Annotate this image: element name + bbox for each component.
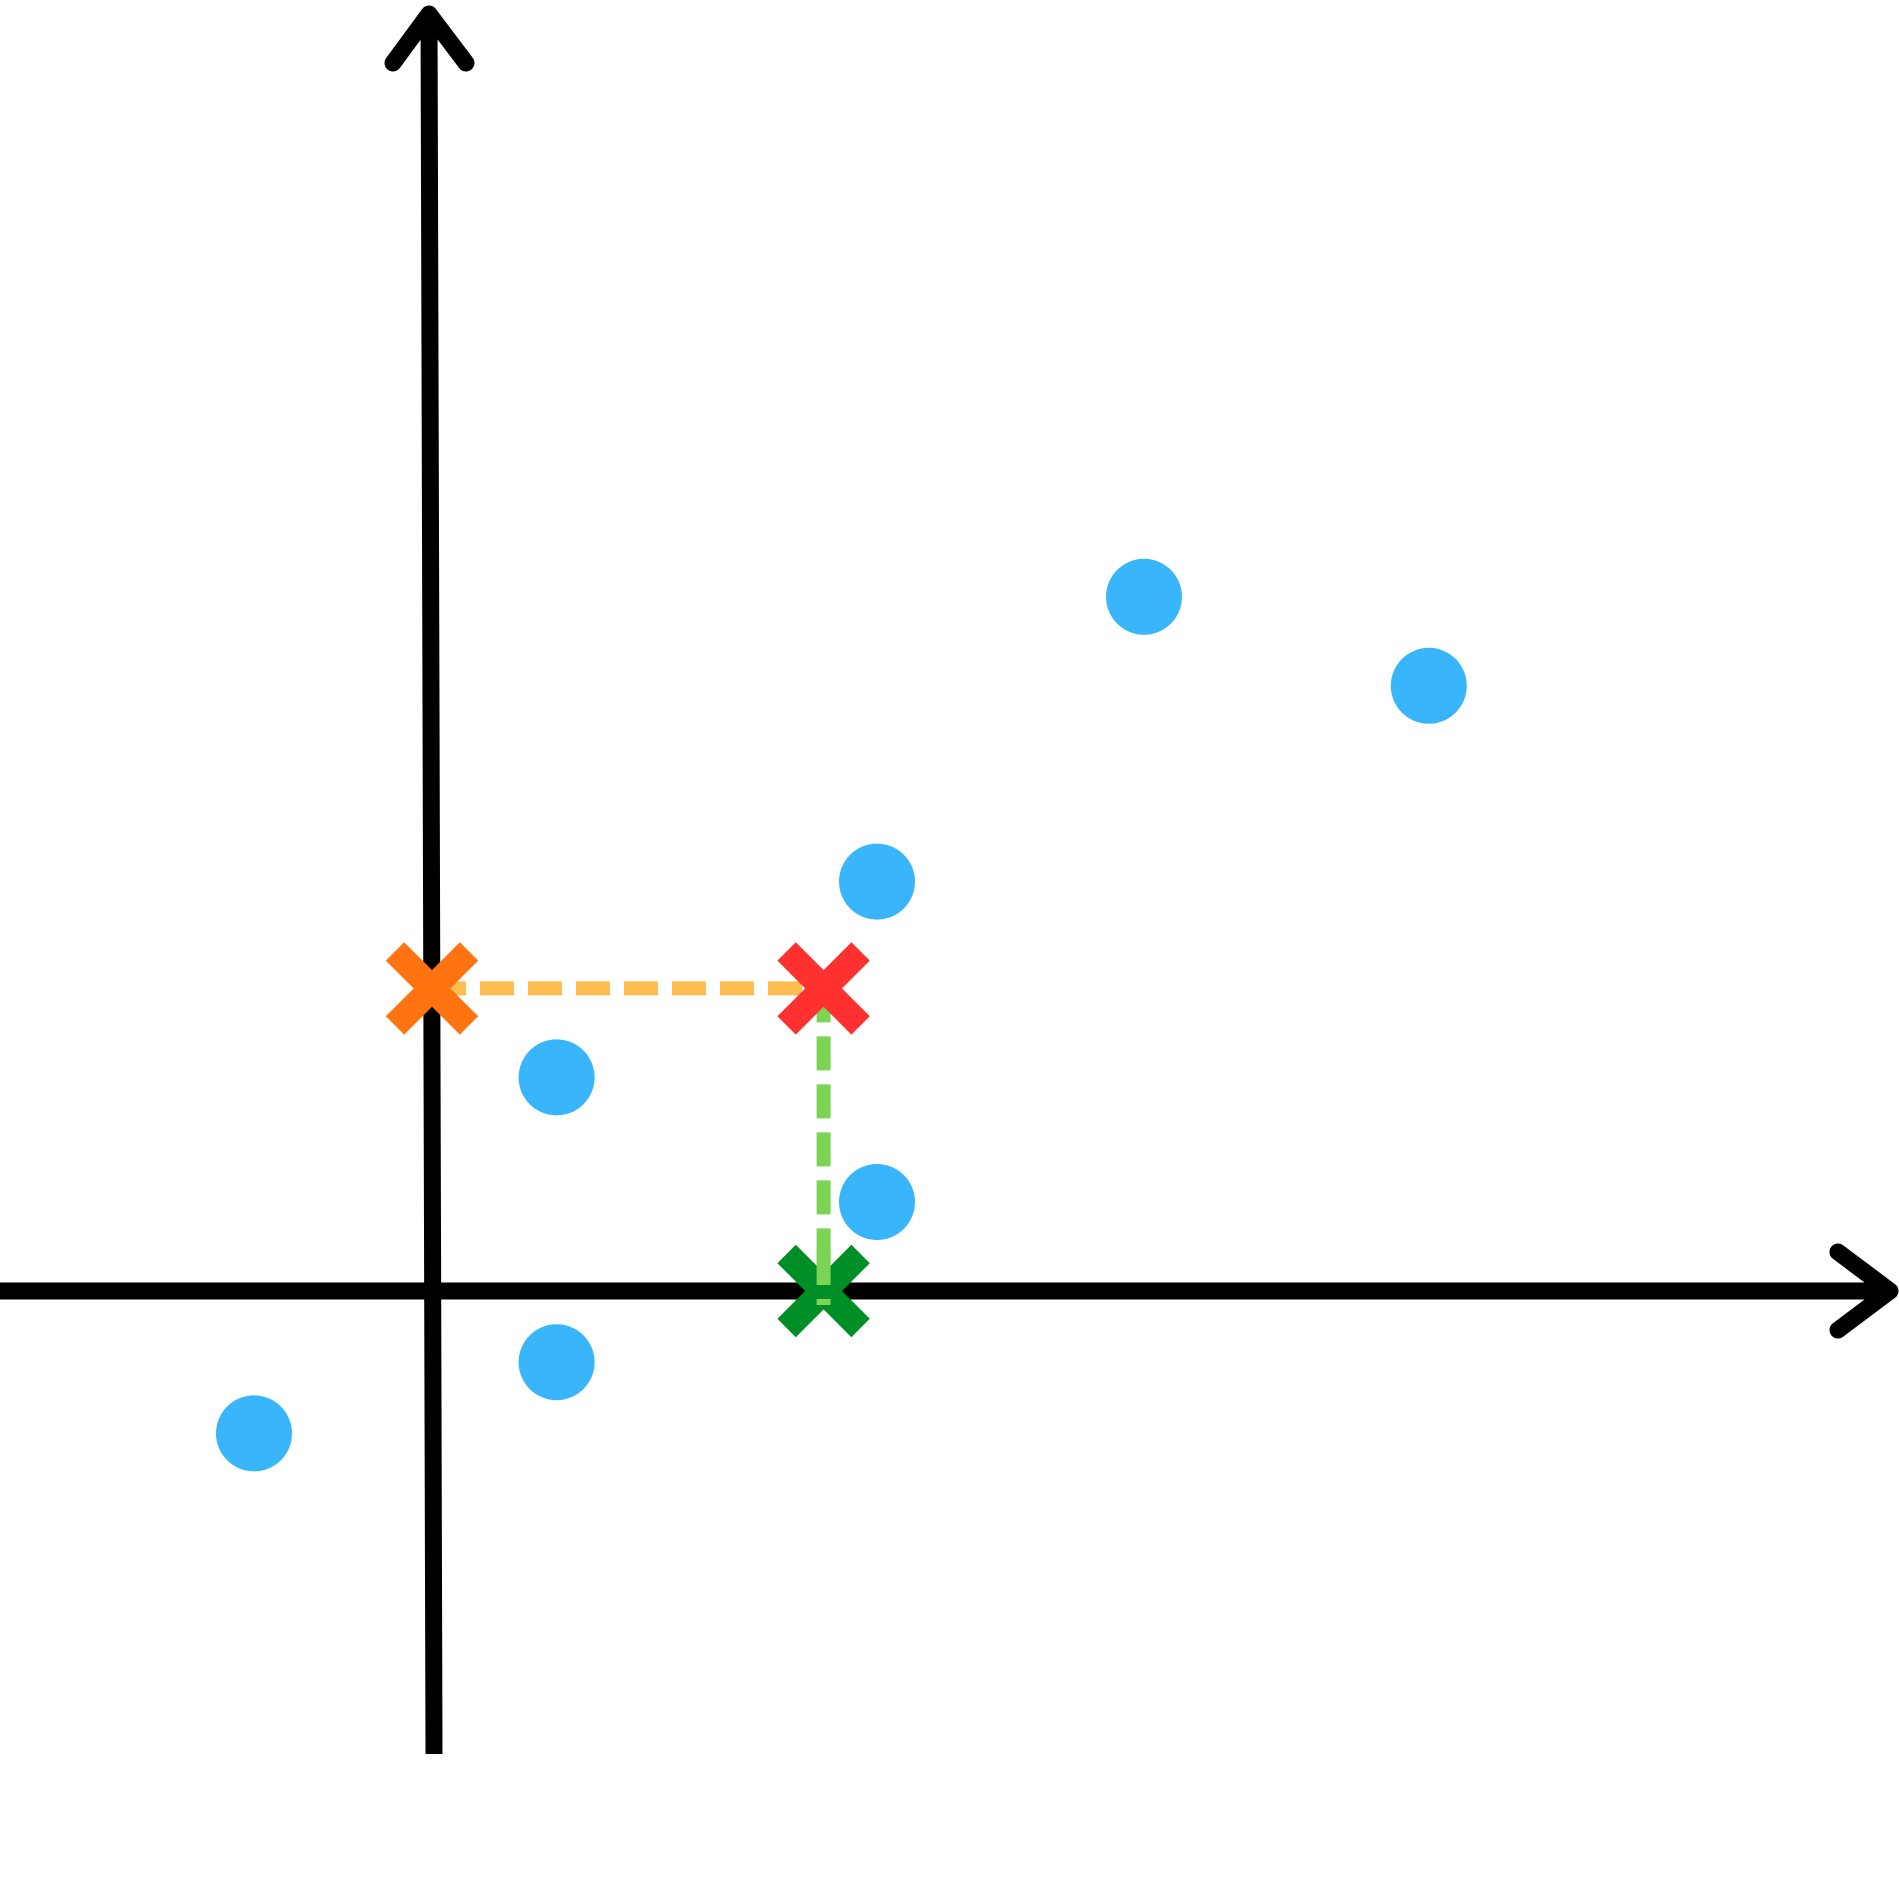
data-point-7 [1391, 648, 1467, 724]
data-point-4 [839, 1164, 915, 1240]
data-point-3 [519, 1039, 595, 1115]
data-point-1 [216, 1395, 292, 1471]
guide-lines [432, 988, 824, 1291]
y-axis-line [429, 12, 434, 1754]
data-point-6 [1106, 559, 1182, 635]
axes [0, 12, 1890, 1754]
data-point-2 [519, 1324, 595, 1400]
data-point-5 [839, 844, 915, 920]
cross-markers [395, 951, 861, 1328]
